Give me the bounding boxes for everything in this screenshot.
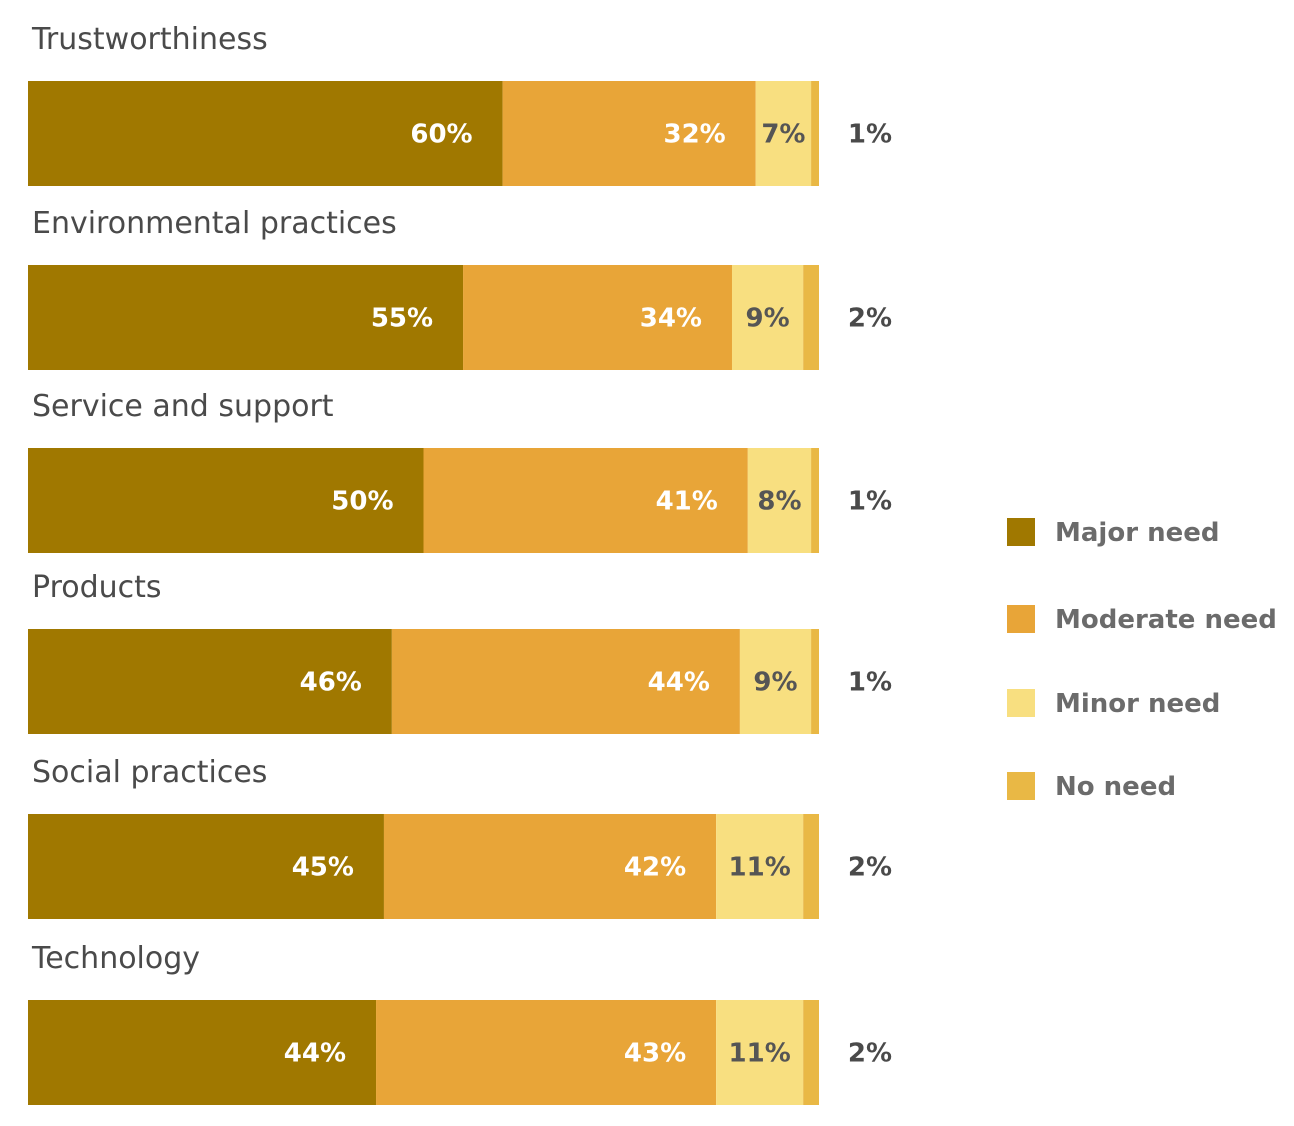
bar-segment-no-need [811, 629, 819, 734]
segment-value-label: 42% [624, 853, 686, 883]
bar-segment-no-need [803, 1000, 819, 1105]
bar-segment-minor-need [731, 265, 804, 370]
legend-label: Minor need [1055, 689, 1220, 719]
bar-segment-moderate-need [376, 1000, 717, 1105]
category-label: Environmental practices [32, 206, 397, 241]
bar-segment-no-need [811, 81, 819, 186]
segment-value-label: 45% [292, 853, 354, 883]
bar-segment-major-need [28, 448, 424, 553]
segment-value-label: 34% [640, 304, 702, 334]
bar-segment-moderate-need [463, 265, 732, 370]
bar-segment-minor-need [716, 814, 804, 919]
no-need-value-label: 2% [848, 1039, 892, 1069]
legend-label: No need [1055, 772, 1176, 802]
no-need-value-label: 2% [848, 304, 892, 334]
legend-swatch [1007, 518, 1035, 546]
segment-value-label: 44% [284, 1039, 346, 1069]
category-label: Trustworthiness [31, 22, 268, 57]
segment-value-label: 32% [663, 120, 725, 150]
segment-value-label: 11% [729, 853, 791, 883]
category-label: Technology [31, 941, 200, 976]
bar-segment-minor-need [755, 81, 812, 186]
segment-value-label: 46% [300, 668, 362, 698]
bar-segment-major-need [28, 265, 464, 370]
category-label: Products [32, 570, 162, 605]
legend-label: Moderate need [1055, 605, 1277, 635]
bar-segment-minor-need [747, 448, 812, 553]
segment-value-label: 11% [729, 1039, 791, 1069]
bar-segment-major-need [28, 629, 392, 734]
segment-value-label: 7% [761, 120, 805, 150]
segment-value-label: 44% [648, 668, 710, 698]
bar-segment-no-need [803, 265, 819, 370]
segment-value-label: 50% [331, 487, 393, 517]
segment-value-label: 55% [371, 304, 433, 334]
bar-segment-major-need [28, 814, 384, 919]
bar-segment-moderate-need [391, 629, 740, 734]
category-label: Service and support [32, 389, 334, 424]
legend-swatch [1007, 605, 1035, 633]
bar-segment-moderate-need [502, 81, 756, 186]
bar-segment-moderate-need [423, 448, 748, 553]
bar-segment-major-need [28, 81, 503, 186]
segment-value-label: 8% [757, 487, 801, 517]
segment-value-label: 60% [410, 120, 472, 150]
legend-swatch [1007, 772, 1035, 800]
no-need-value-label: 2% [848, 853, 892, 883]
bar-segment-no-need [811, 448, 819, 553]
no-need-value-label: 1% [848, 120, 892, 150]
legend-label: Major need [1055, 518, 1219, 548]
bar-segment-minor-need [739, 629, 812, 734]
no-need-value-label: 1% [848, 487, 892, 517]
segment-value-label: 41% [656, 487, 718, 517]
segment-value-label: 9% [753, 668, 797, 698]
category-label: Social practices [32, 755, 267, 790]
bar-segment-no-need [803, 814, 819, 919]
bar-segment-major-need [28, 1000, 377, 1105]
segment-value-label: 43% [624, 1039, 686, 1069]
bar-segment-minor-need [716, 1000, 804, 1105]
no-need-value-label: 1% [848, 668, 892, 698]
segment-value-label: 9% [746, 304, 790, 334]
bar-segment-moderate-need [383, 814, 717, 919]
legend-swatch [1007, 689, 1035, 717]
